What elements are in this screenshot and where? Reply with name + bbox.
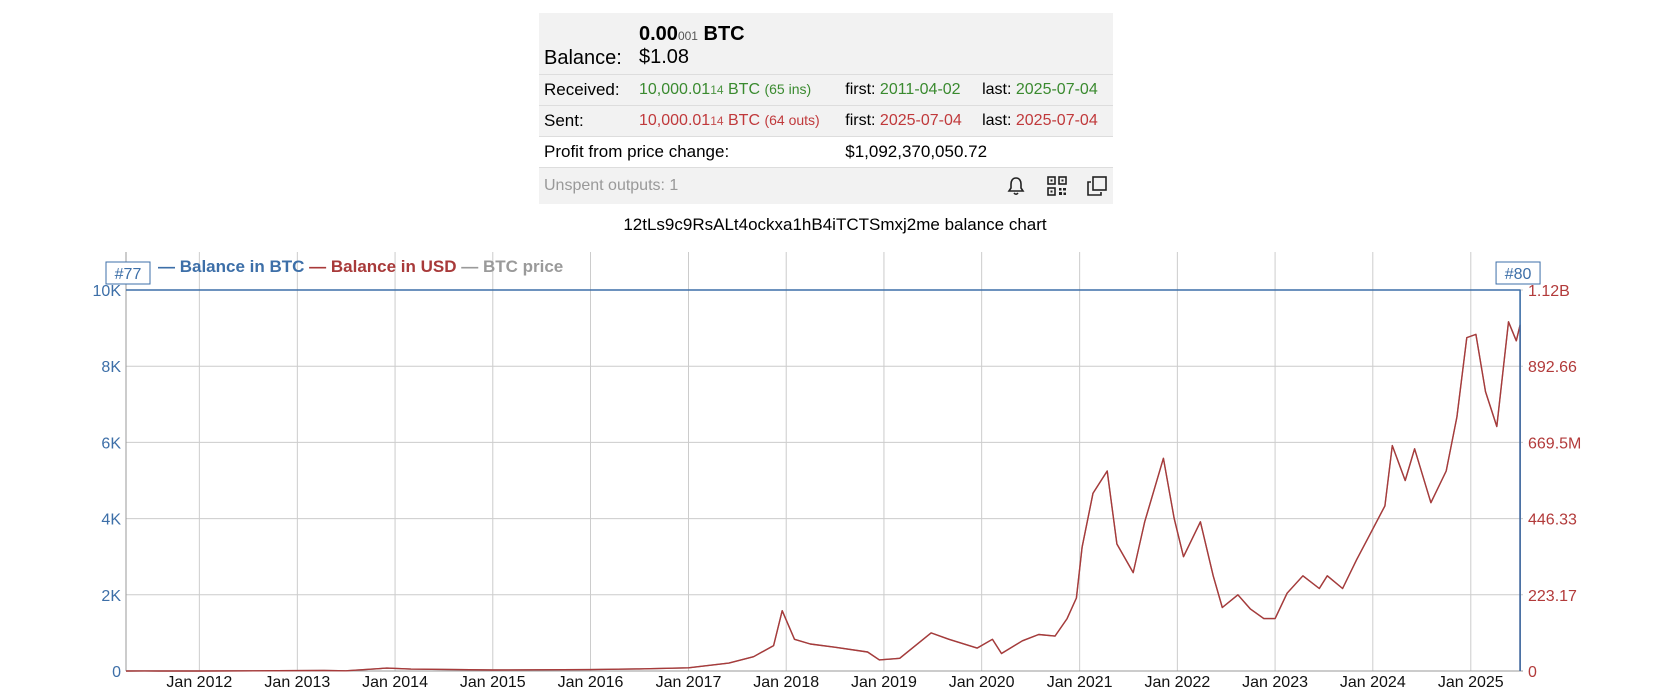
received-first-label: first: <box>845 81 876 98</box>
y-right-tick-label: 1.12B <box>1528 283 1570 300</box>
received-first-date: 2011-04-02 <box>879 81 961 98</box>
received-last-label: last: <box>982 81 1012 98</box>
received-first: first: 2011-04-02 <box>840 74 978 106</box>
balance-row: Balance: 0.00001 BTC $1.08 <box>539 13 1113 75</box>
qr-code-icon[interactable] <box>1046 175 1068 197</box>
profit-row: Profit from price change: $1,092,370,050… <box>539 136 1113 168</box>
balance-btc: 0.00001 BTC <box>639 23 1108 46</box>
sent-amount-main: 10,000.01 <box>639 112 711 129</box>
received-amount: 10,000.0114 BTC (65 ins) <box>634 74 841 106</box>
received-last: last: 2025-07-04 <box>977 74 1113 106</box>
y-left-tick-label: 0 <box>112 664 121 681</box>
chart-markers: #77 #80 <box>105 261 1541 285</box>
x-tick-label: Jan 2018 <box>753 674 819 687</box>
chart-title: 12tLs9c9RsALt4ockxa1hB4iTCTSmxj2me balan… <box>623 215 1047 234</box>
sent-last: last: 2025-07-04 <box>977 105 1113 137</box>
x-tick-label: Jan 2016 <box>558 674 624 687</box>
marker-label: #77 <box>115 266 142 283</box>
legend-item[interactable]: — Balance in USD <box>309 257 461 276</box>
balance-values: 0.00001 BTC $1.08 <box>634 13 1113 75</box>
marker-label: #80 <box>1505 266 1532 283</box>
received-amount-main: 10,000.01 <box>639 81 711 98</box>
received-label: Received: <box>539 74 634 106</box>
legend-item[interactable]: — BTC price <box>461 257 563 276</box>
sent-amount-small: 14 <box>710 114 724 128</box>
y-left-tick-label: 4K <box>101 512 121 529</box>
sent-last-label: last: <box>982 112 1012 129</box>
chart-series <box>125 289 1521 672</box>
sent-last-date: 2025-07-04 <box>1015 112 1098 129</box>
marker-box <box>105 261 151 285</box>
x-axis-ticks: Jan 2012 Jan 2013 Jan 2014 Jan 2015 Jan 2016… <box>166 674 1503 687</box>
x-tick-label: Jan 2017 <box>656 674 722 687</box>
balance-usd: $1.08 <box>639 45 690 68</box>
received-amount-unit: BTC <box>723 81 760 98</box>
sent-amount-unit: BTC <box>723 112 760 129</box>
x-tick-label: Jan 2021 <box>1047 674 1113 687</box>
copy-icon[interactable] <box>1086 175 1108 197</box>
x-tick-label: Jan 2014 <box>362 674 428 687</box>
y-right-tick-label: 0 <box>1528 664 1537 681</box>
x-tick-label: Jan 2012 <box>166 674 232 687</box>
balance-label: Balance: <box>539 13 634 75</box>
x-tick-label: Jan 2025 <box>1438 674 1504 687</box>
profit-label: Profit from price change: <box>539 136 841 168</box>
y-left-tick-label: 6K <box>101 435 121 452</box>
x-tick-label: Jan 2015 <box>460 674 526 687</box>
profit-value: $1,092,370,050.72 <box>840 136 1113 168</box>
sent-first-date: 2025-07-04 <box>879 112 962 129</box>
received-last-date: 2025-07-04 <box>1015 81 1098 98</box>
y-left-tick-label: 8K <box>101 359 121 376</box>
y-right-tick-label: 446.33 <box>1528 512 1577 529</box>
bell-icon[interactable] <box>1005 175 1027 197</box>
x-tick-label: Jan 2019 <box>851 674 917 687</box>
x-tick-label: Jan 2013 <box>264 674 330 687</box>
sent-count: (64 outs) <box>764 112 820 128</box>
x-tick-label: Jan 2020 <box>949 674 1015 687</box>
received-amount-small: 14 <box>710 83 724 97</box>
sent-label: Sent: <box>539 105 634 137</box>
series-line-btc-price <box>125 321 1521 672</box>
chart-grid <box>125 252 1523 672</box>
legend-text: — Balance in BTC — Balance in USD — BTC … <box>158 257 563 276</box>
balance-btc-small: 001 <box>677 28 698 43</box>
sent-row: Sent: 10,000.0114 BTC (64 outs) first: 2… <box>539 105 1113 137</box>
sent-first: first: 2025-07-04 <box>840 105 978 137</box>
x-tick-label: Jan 2022 <box>1144 674 1210 687</box>
series-line-balance-in-usd <box>125 321 1521 672</box>
balance-btc-unit: BTC <box>697 22 745 45</box>
y-right-tick-label: 892.66 <box>1528 359 1577 376</box>
y-axis-left-ticks: 0 2K 4K 6K 8K 10K <box>93 283 122 681</box>
x-tick-label: Jan 2023 <box>1242 674 1308 687</box>
y-right-tick-label: 223.17 <box>1528 588 1577 605</box>
unspent-outputs-link[interactable]: Unspent outputs: 1 <box>539 167 841 204</box>
y-left-tick-label: 2K <box>101 588 121 605</box>
y-left-tick-label: 10K <box>93 283 122 300</box>
received-count: (65 ins) <box>764 81 812 97</box>
balance-btc-main: 0.00 <box>639 22 678 45</box>
sent-first-label: first: <box>845 112 876 129</box>
chart-legend: — Balance in BTC — Balance in USD — BTC … <box>158 257 563 276</box>
y-right-tick-label: 669.5M <box>1528 435 1581 452</box>
y-axis-right-ticks: 0 223.17 446.33 669.5M 892.66 1.12B <box>1528 283 1581 681</box>
legend-item[interactable]: — Balance in BTC <box>158 257 309 276</box>
series-line-balance-in-btc <box>126 289 1521 671</box>
sent-amount: 10,000.0114 BTC (64 outs) <box>634 105 841 137</box>
unspent-row: Unspent outputs: 1 <box>539 167 1113 204</box>
address-summary-table: Balance: 0.00001 BTC $1.08 Received: 10,… <box>539 13 1113 204</box>
marker-box <box>1495 261 1541 285</box>
action-icons <box>840 167 1113 204</box>
x-tick-label: Jan 2024 <box>1340 674 1406 687</box>
received-row: Received: 10,000.0114 BTC (65 ins) first… <box>539 74 1113 106</box>
